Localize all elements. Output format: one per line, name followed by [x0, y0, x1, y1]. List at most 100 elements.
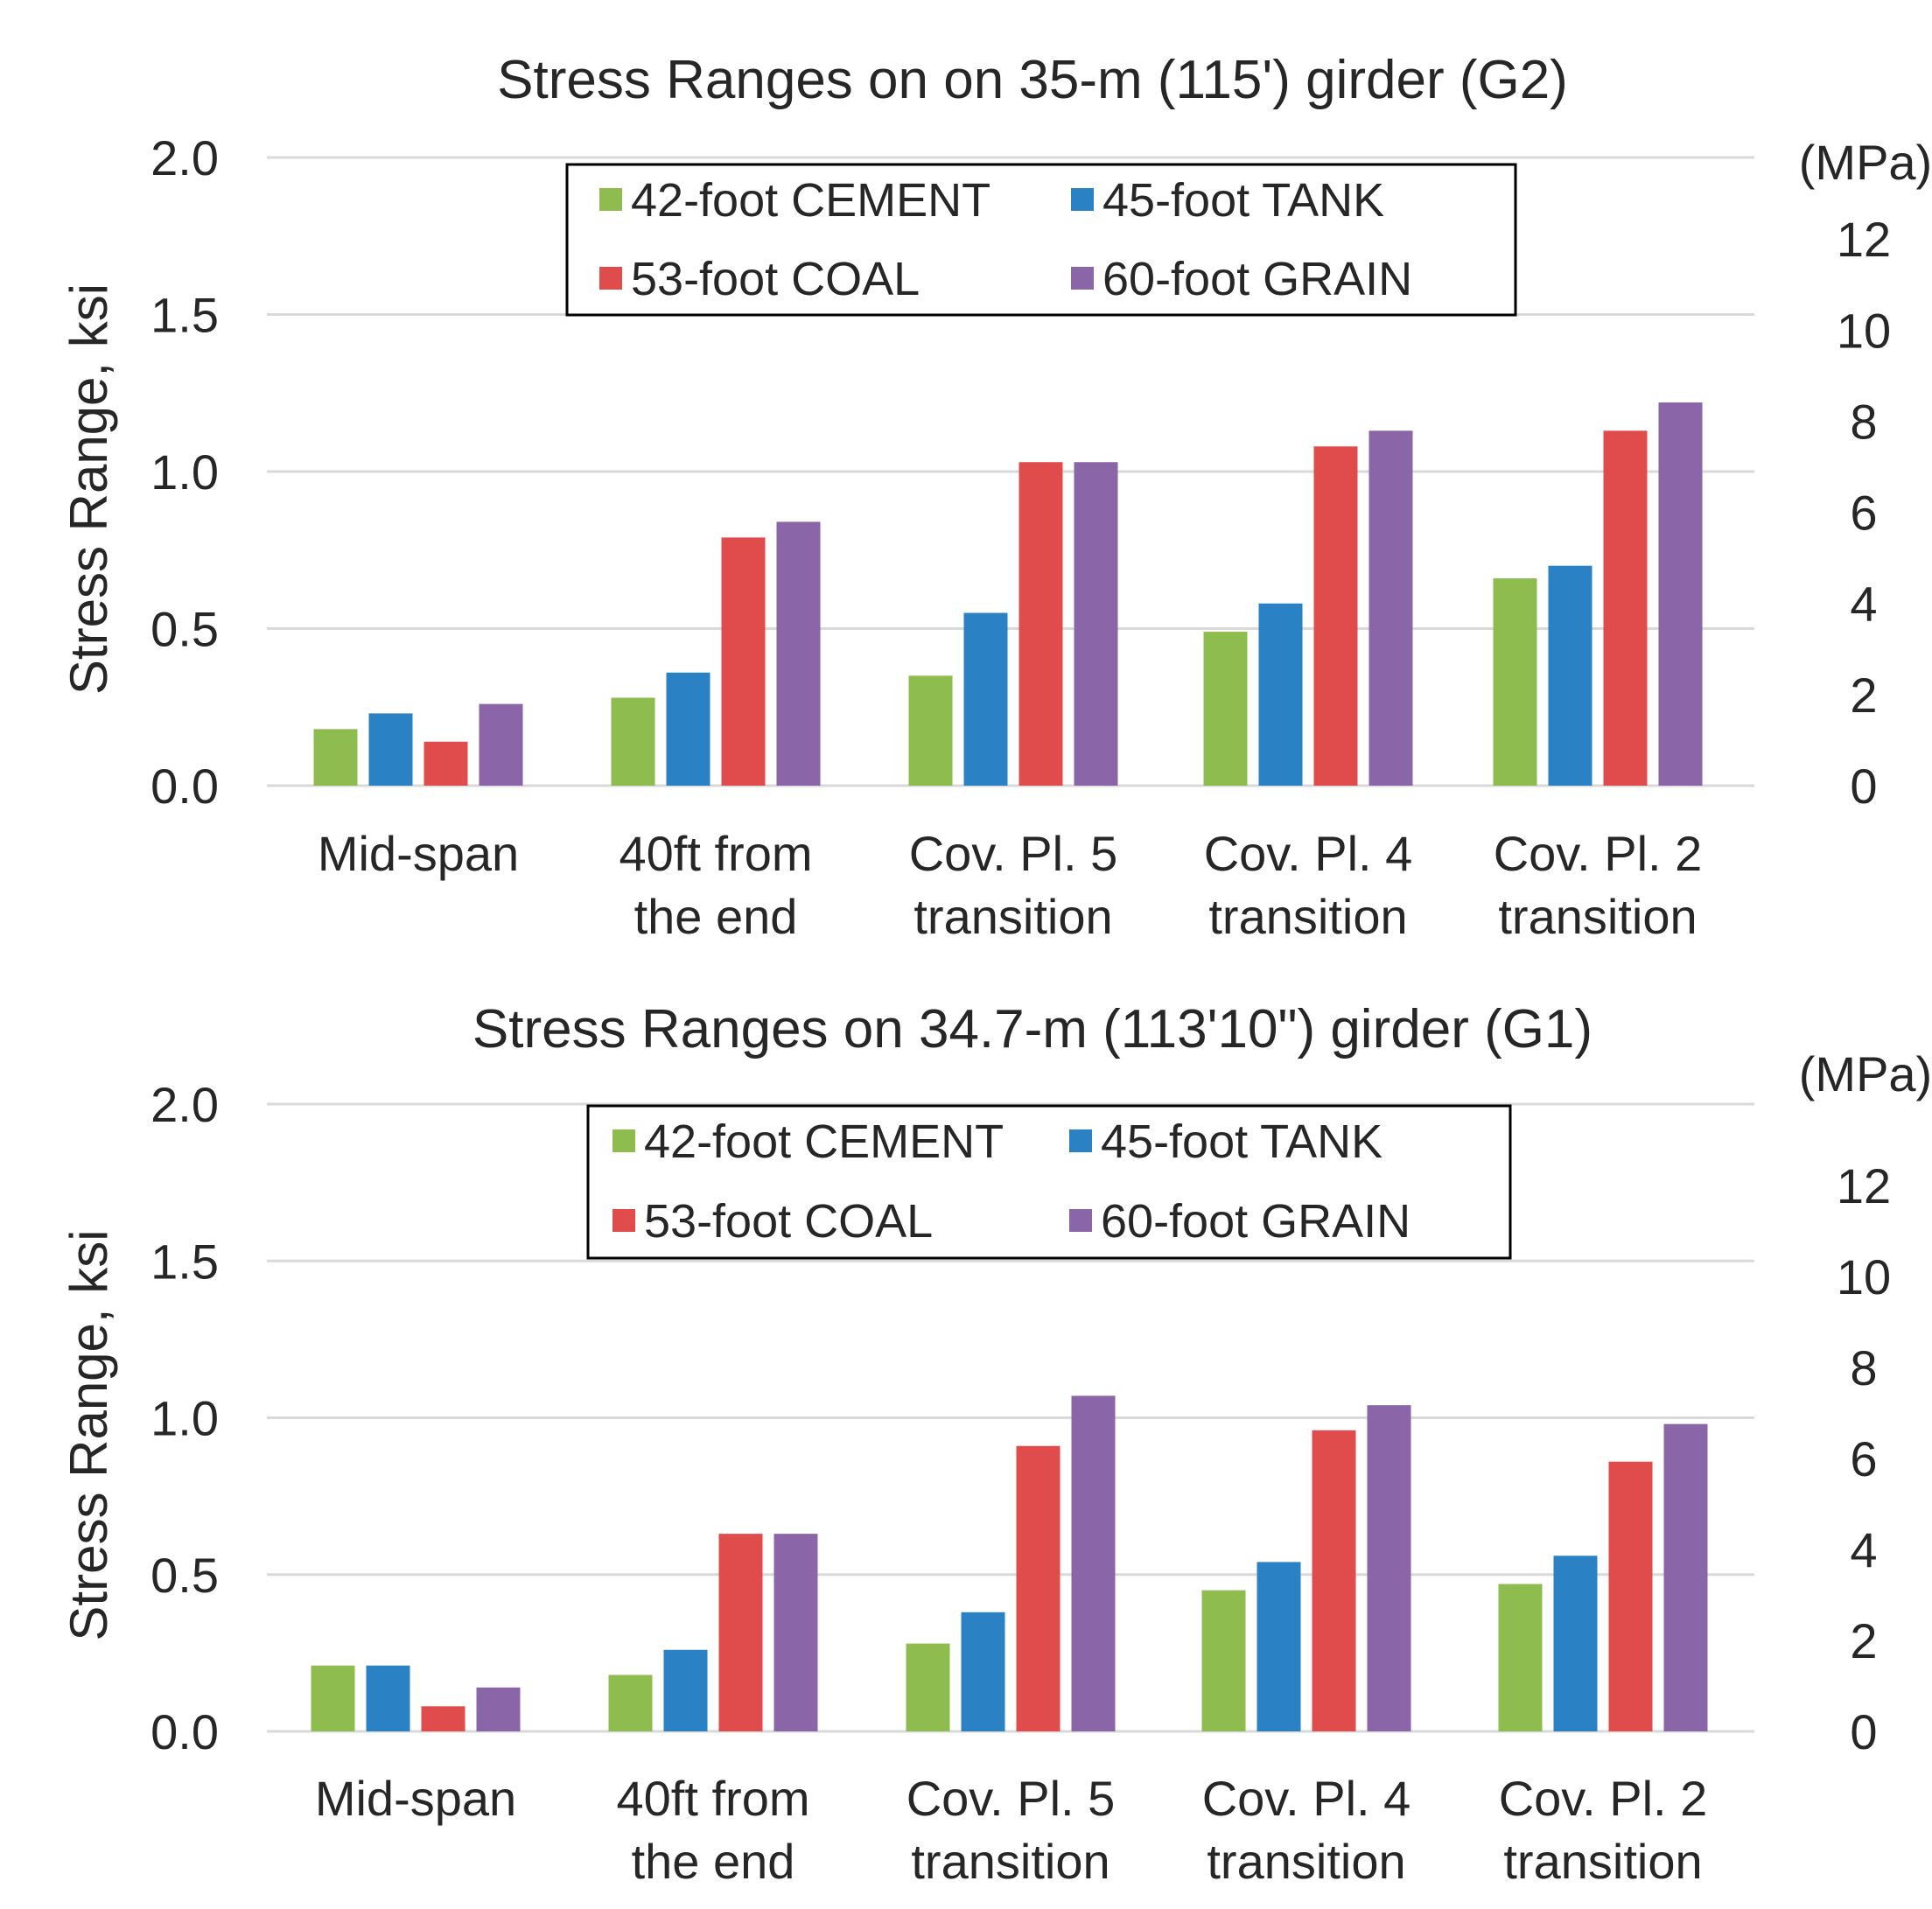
legend-swatch	[599, 267, 622, 290]
bar	[1258, 603, 1303, 786]
y2-tick-label: 6	[1850, 486, 1877, 541]
bar	[608, 1675, 653, 1731]
bar	[1493, 578, 1537, 786]
bar	[1071, 1395, 1116, 1731]
x-category-label: transition	[1503, 1834, 1702, 1889]
bar	[1658, 402, 1703, 786]
bar	[368, 713, 413, 786]
bar	[1018, 462, 1063, 786]
y2-tick-label: 12	[1837, 212, 1891, 267]
y2-tick-label: 10	[1837, 1249, 1891, 1304]
x-category-label: Mid-span	[315, 1771, 516, 1826]
x-category-label: Cov. Pl. 4	[1202, 1771, 1411, 1826]
x-category-label: transition	[1207, 1834, 1405, 1889]
bar	[479, 703, 523, 786]
legend-label: 53-foot COAL	[631, 253, 920, 305]
bar	[774, 1534, 818, 1731]
bar	[666, 672, 710, 786]
legend-swatch	[599, 188, 622, 211]
y-tick-label: 0.0	[150, 759, 219, 814]
x-category-label: 40ft from	[620, 826, 813, 881]
x-category-label: transition	[1208, 889, 1407, 944]
y2-tick-label: 10	[1837, 303, 1891, 358]
bar	[663, 1649, 708, 1731]
bar	[1368, 430, 1413, 786]
y2-tick-label: 6	[1850, 1431, 1877, 1486]
legend-label: 42-foot CEMENT	[644, 1115, 1004, 1168]
legend-box	[565, 163, 1517, 317]
y2-tick-label: 0	[1850, 1704, 1877, 1759]
bar	[1256, 1562, 1301, 1731]
y-tick-label: 1.5	[150, 1234, 219, 1289]
chart-panel-2: Stress Ranges on 34.7-m (113'10") girder…	[60, 999, 1932, 1889]
bar	[908, 675, 953, 786]
legend-swatch	[612, 1209, 635, 1232]
y2-tick-label: 2	[1850, 1613, 1877, 1668]
y2-tick-label: 4	[1850, 1522, 1877, 1577]
bar	[721, 537, 766, 786]
chart-title: Stress Ranges on on 35-m (115') girder (…	[497, 50, 1568, 110]
x-category-label: Mid-span	[318, 826, 519, 881]
x-category-label: Cov. Pl. 4	[1204, 826, 1413, 881]
bar	[1553, 1556, 1598, 1731]
bar	[1548, 565, 1592, 786]
x-category-label: the end	[634, 889, 798, 944]
bar	[718, 1534, 763, 1731]
bar	[311, 1665, 355, 1731]
y2-tick-label: 4	[1850, 577, 1877, 632]
bar	[961, 1612, 1005, 1731]
y2-tick-label: 2	[1850, 668, 1877, 723]
x-category-label: 40ft from	[617, 1771, 810, 1826]
bar	[776, 521, 821, 786]
y-tick-label: 1.0	[150, 1391, 219, 1446]
y-tick-label: 2.0	[150, 1077, 219, 1132]
bar	[366, 1665, 410, 1731]
bar	[963, 612, 1008, 786]
y2-tick-label: 8	[1850, 1340, 1877, 1395]
legend-swatch	[1071, 267, 1094, 290]
x-category-label: transition	[911, 1834, 1110, 1889]
y2-tick-label: 8	[1850, 394, 1877, 449]
x-category-label: the end	[632, 1834, 795, 1889]
x-category-label: Cov. Pl. 2	[1499, 1771, 1708, 1826]
bar	[906, 1643, 950, 1731]
y-axis-title: Stress Range, ksi	[60, 1229, 118, 1640]
x-category-label: transition	[914, 889, 1112, 944]
y2-tick-label: 0	[1850, 759, 1877, 814]
bar	[1201, 1590, 1246, 1731]
bar	[1663, 1423, 1708, 1731]
y-tick-label: 0.0	[150, 1704, 219, 1759]
bar	[1498, 1584, 1543, 1731]
legend-swatch	[1071, 188, 1094, 211]
bar	[424, 741, 468, 786]
y-axis-title: Stress Range, ksi	[60, 283, 118, 695]
x-category-label: Cov. Pl. 2	[1494, 826, 1703, 881]
bar	[421, 1706, 466, 1731]
y2-axis-label: (MPa)	[1799, 1046, 1932, 1101]
x-category-label: Cov. Pl. 5	[906, 1771, 1116, 1826]
x-category-label: transition	[1498, 889, 1697, 944]
legend-swatch	[1069, 1209, 1092, 1232]
chart-title: Stress Ranges on 34.7-m (113'10") girder…	[472, 999, 1592, 1059]
bar	[1603, 430, 1648, 786]
y-tick-label: 0.5	[150, 1548, 219, 1603]
bar	[1608, 1461, 1653, 1731]
bar	[1312, 1430, 1356, 1731]
chart-panel-1: Stress Ranges on on 35-m (115') girder (…	[60, 50, 1932, 944]
y-tick-label: 0.5	[150, 602, 219, 657]
legend-label: 42-foot CEMENT	[631, 174, 990, 227]
legend-label: 53-foot COAL	[644, 1195, 933, 1248]
legend-label: 60-foot GRAIN	[1101, 1195, 1410, 1248]
y-tick-label: 2.0	[150, 130, 219, 185]
legend-label: 45-foot TANK	[1101, 1115, 1382, 1168]
bar	[476, 1687, 521, 1731]
bar	[1367, 1405, 1411, 1731]
x-category-label: Cov. Pl. 5	[909, 826, 1118, 881]
bar	[313, 729, 358, 786]
legend-swatch	[612, 1129, 635, 1152]
bar	[1016, 1445, 1060, 1731]
bar	[1203, 632, 1248, 786]
legend-swatch	[1069, 1129, 1092, 1152]
bar	[1313, 446, 1358, 786]
